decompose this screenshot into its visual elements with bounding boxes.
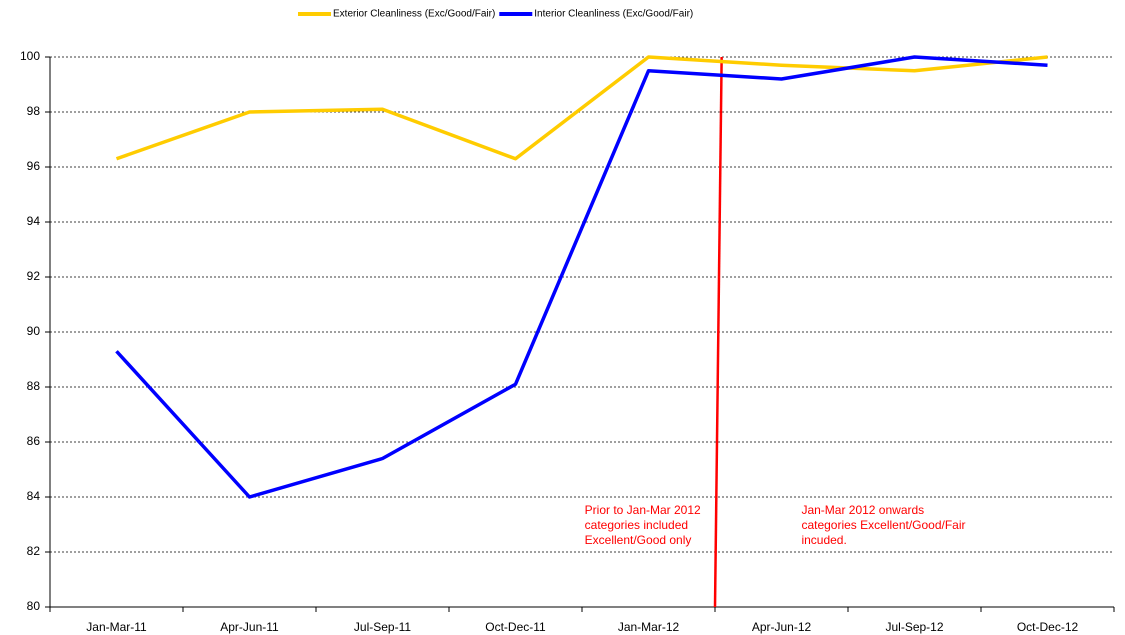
series-line xyxy=(115,55,1048,161)
annotation: Excellent/Good only xyxy=(585,533,692,547)
divider-line xyxy=(713,56,723,608)
annotation: Jan-Mar 2012 onwards xyxy=(801,503,924,517)
x-tick-label: Apr-Jun-11 xyxy=(220,620,279,634)
y-tick-label: 92 xyxy=(27,269,41,283)
x-tick-label: Jan-Mar-12 xyxy=(618,620,680,634)
series-line xyxy=(115,55,1048,499)
x-tick-label: Jul-Sep-11 xyxy=(354,620,411,634)
x-tick-label: Jan-Mar-11 xyxy=(86,620,147,634)
y-tick-label: 100 xyxy=(20,49,40,63)
y-tick-label: 94 xyxy=(27,214,41,228)
x-tick-label: Apr-Jun-12 xyxy=(752,620,812,634)
y-tick-label: 90 xyxy=(27,324,41,338)
x-tick-label: Oct-Dec-11 xyxy=(485,620,546,634)
y-tick-label: 96 xyxy=(27,159,41,173)
annotation: categories included xyxy=(585,518,688,532)
y-tick-label: 98 xyxy=(27,104,41,118)
annotation: incuded. xyxy=(801,533,846,547)
y-tick-label: 82 xyxy=(27,544,41,558)
legend-label: Exterior Cleanliness (Exc/Good/Fair) xyxy=(333,9,495,20)
x-tick-label: Jul-Sep-12 xyxy=(885,620,943,634)
annotation: categories Excellent/Good/Fair xyxy=(801,518,965,532)
annotation: Prior to Jan-Mar 2012 xyxy=(585,503,701,517)
y-tick-label: 80 xyxy=(27,599,41,613)
y-tick-label: 86 xyxy=(27,434,41,448)
y-tick-label: 84 xyxy=(27,489,41,503)
y-tick-label: 88 xyxy=(27,379,41,393)
legend-label: Interior Cleanliness (Exc/Good/Fair) xyxy=(534,9,693,20)
x-tick-label: Oct-Dec-12 xyxy=(1017,620,1079,634)
legend: Exterior Cleanliness (Exc/Good/Fair) Inte… xyxy=(298,9,693,20)
